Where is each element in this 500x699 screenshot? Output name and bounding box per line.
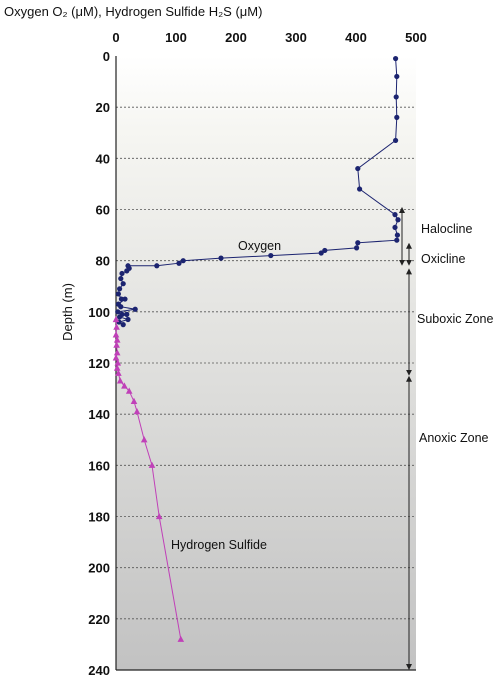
- y-tick-label: 40: [96, 151, 110, 166]
- suboxic-zone-label: Suboxic Zone: [417, 312, 493, 326]
- y-tick-label: 60: [96, 203, 110, 218]
- y-tick-label: 180: [88, 510, 110, 525]
- x-tick-label: 400: [345, 30, 367, 45]
- y-tick-label: 240: [88, 663, 110, 678]
- oxygen-point: [132, 306, 138, 312]
- oxygen-series-label: Oxygen: [238, 239, 281, 253]
- oxygen-point: [268, 252, 274, 259]
- chart-title: Oxygen O₂ (μM), Hydrogen Sulfide H₂S (μM…: [4, 4, 262, 19]
- hydrogen-sulfide-point: [113, 323, 120, 330]
- y-tick-label: 100: [88, 305, 110, 320]
- oxygen-point: [115, 291, 121, 297]
- hydrogen-sulfide-point: [112, 315, 120, 323]
- series-layer: [112, 55, 401, 642]
- oxygen-point: [154, 263, 160, 269]
- gridlines: [116, 106, 416, 671]
- y-tick-label: 140: [88, 407, 110, 422]
- oxygen-point: [124, 311, 130, 317]
- oxygen-point: [394, 237, 400, 243]
- oxygen-point: [125, 316, 131, 323]
- oxygen-point: [118, 304, 124, 310]
- oxygen-point: [394, 73, 400, 80]
- hydrogen-sulfide-series: [112, 315, 185, 642]
- oxygen-point: [118, 296, 124, 302]
- y-tick-label: 120: [88, 356, 110, 371]
- hydrogen-sulfide-point: [148, 461, 156, 468]
- y-tick-label: 20: [96, 100, 110, 115]
- oxygen-point: [180, 258, 186, 264]
- oxygen-point: [122, 296, 128, 302]
- hydrogen-sulfide-point: [112, 331, 120, 338]
- hydrogen-sulfide-point: [155, 512, 163, 520]
- oxygen-point: [118, 275, 124, 282]
- oxygen-point: [124, 268, 130, 274]
- oxygen-point: [394, 114, 400, 120]
- oxygen-point: [394, 232, 400, 238]
- x-tick-labels: 0 100 200 300 400 500: [112, 30, 426, 45]
- oxygen-point: [392, 212, 398, 218]
- hydrogen-sulfide-point: [115, 369, 122, 376]
- hydrogen-sulfide-point: [113, 336, 121, 343]
- y-tick-labels: 0 20 40 60 80 100 120 140 160 180 200 220 240: [88, 49, 110, 678]
- hydrogen-sulfide-point: [177, 635, 185, 642]
- oxygen-point: [355, 165, 361, 172]
- oxygen-point: [120, 281, 126, 287]
- oxygen-point: [392, 224, 398, 231]
- hydrogen-sulfide-point: [133, 408, 141, 415]
- oxygen-point: [115, 309, 121, 315]
- oxygen-point: [355, 240, 361, 246]
- oxygen-point: [117, 286, 123, 292]
- hydrogen-sulfide-point: [130, 397, 138, 404]
- x-tick-label: 0: [112, 30, 119, 45]
- oxygen-point: [218, 255, 224, 261]
- halocline-label: Halocline: [421, 222, 472, 236]
- oxygen-point: [322, 247, 328, 254]
- x-tick-label: 300: [285, 30, 307, 45]
- hydrogen-sulfide-point: [113, 364, 121, 371]
- oxygen-point: [395, 217, 401, 223]
- oxygen-point: [176, 260, 182, 266]
- anoxic-zone-label: Anoxic Zone: [419, 431, 489, 445]
- y-axis-label: Depth (m): [60, 283, 75, 341]
- hydrogen-sulfide-point: [112, 354, 120, 361]
- hydrogen-sulfide-point: [114, 359, 122, 366]
- x-tick-label: 100: [165, 30, 187, 45]
- y-tick-label: 80: [96, 254, 110, 269]
- hydrogen-sulfide-point: [113, 341, 120, 348]
- hydrogen-sulfide-point: [140, 436, 148, 443]
- y-tick-label: 160: [88, 458, 110, 473]
- oxygen-point: [119, 270, 125, 277]
- zone-brackets: Halocline Oxicline Suboxic Zone Anoxic Zone: [399, 206, 493, 670]
- hydrogen-sulfide-point: [121, 382, 128, 389]
- x-tick-label: 500: [405, 30, 427, 45]
- h2s-series-label: Hydrogen Sulfide: [171, 538, 267, 552]
- y-tick-label: 0: [103, 49, 110, 64]
- hydrogen-sulfide-point: [113, 349, 121, 356]
- oxicline-label: Oxicline: [421, 252, 466, 266]
- hydrogen-sulfide-point: [125, 387, 133, 394]
- oxygen-point: [120, 322, 126, 328]
- y-tick-label: 220: [88, 612, 110, 627]
- x-tick-label: 200: [225, 30, 247, 45]
- oxygen-point: [354, 245, 360, 251]
- hydrogen-sulfide-point: [116, 377, 124, 384]
- oxygen-point: [318, 250, 324, 256]
- oxygen-point: [357, 186, 363, 192]
- y-tick-label: 200: [88, 561, 110, 576]
- oxygen-point: [393, 137, 399, 144]
- oxygen-point: [117, 314, 123, 320]
- oxygen-point: [393, 55, 399, 62]
- oxygen-point: [393, 94, 399, 100]
